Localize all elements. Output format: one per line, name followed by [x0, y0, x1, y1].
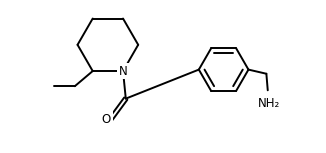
Text: O: O — [102, 113, 111, 126]
Text: NH₂: NH₂ — [258, 97, 280, 110]
Text: N: N — [119, 65, 127, 78]
